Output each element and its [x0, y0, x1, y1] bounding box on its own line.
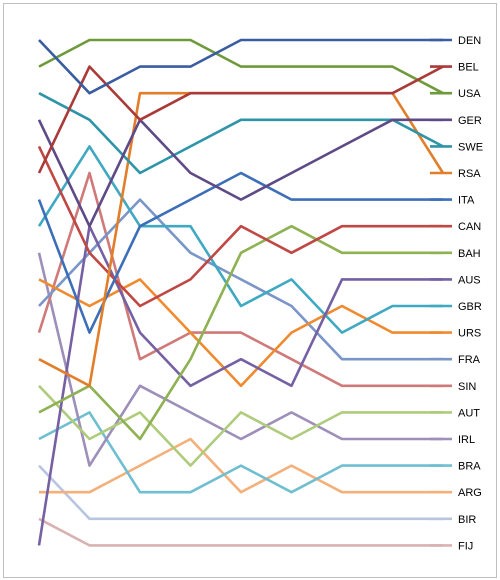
legend-item-swe: SWE: [430, 141, 483, 153]
legend-item-aut: AUT: [430, 407, 480, 419]
series-line-swe: [38, 92, 444, 175]
legend-label: FIJ: [458, 540, 473, 552]
series-line-aus: [37, 224, 443, 546]
series-lines: [37, 38, 445, 547]
legend-label: BAH: [458, 248, 481, 260]
series-line-aut: [38, 384, 443, 467]
legend-item-gbr: GBR: [430, 301, 482, 313]
legend-label: BIR: [458, 514, 476, 526]
series-line-usa: [38, 38, 444, 95]
legend-item-aus: AUS: [430, 274, 481, 286]
legend-label: ITA: [458, 195, 475, 207]
legend-label: RSA: [458, 168, 481, 180]
legend-item-ger: GER: [430, 115, 482, 127]
legend-item-bah: BAH: [430, 248, 481, 260]
series-line-can: [37, 145, 443, 308]
legend-item-arg: ARG: [430, 487, 482, 499]
legend-label: GER: [458, 115, 482, 127]
legend-label: USA: [458, 88, 481, 100]
legend-item-usa: USA: [430, 88, 481, 100]
series-line-arg: [39, 437, 443, 494]
series-line-bah: [38, 224, 443, 441]
legend-label: GBR: [458, 301, 482, 313]
series-line-bra: [38, 411, 443, 494]
legend-label: SWE: [458, 141, 483, 153]
legend-item-irl: IRL: [430, 434, 475, 446]
legend-item-fij: FIJ: [430, 540, 473, 552]
legend-item-urs: URS: [430, 328, 481, 340]
legend-label: ARG: [458, 487, 482, 499]
legend-item-fra: FRA: [430, 354, 481, 366]
legend-item-bel: BEL: [430, 62, 479, 74]
legend-item-den: DEN: [430, 35, 481, 47]
series-line-ita: [37, 171, 443, 334]
series-line-ger: [37, 118, 443, 228]
legend-label: SIN: [458, 381, 476, 393]
legend-label: BEL: [458, 62, 479, 74]
series-line-rsa: [38, 91, 445, 388]
legend-item-bir: BIR: [430, 514, 476, 526]
legend-label: DEN: [458, 35, 481, 47]
chart-frame: [3, 3, 497, 578]
series-line-bir: [38, 464, 443, 521]
legend: DEN BEL USA GER SWE RSA ITA CAN BAH AUS GBR URS FRA S…: [430, 35, 483, 552]
legend-item-bra: BRA: [430, 461, 481, 473]
legend-label: AUS: [458, 274, 481, 286]
legend-item-can: CAN: [430, 221, 481, 233]
legend-label: URS: [458, 328, 481, 340]
legend-label: BRA: [458, 461, 481, 473]
series-line-den: [38, 38, 443, 95]
legend-label: CAN: [458, 221, 481, 233]
legend-label: IRL: [458, 434, 475, 446]
legend-item-sin: SIN: [430, 381, 476, 393]
legend-item-ita: ITA: [430, 195, 475, 207]
series-line-irl: [37, 252, 443, 467]
legend-label: AUT: [458, 407, 480, 419]
legend-item-rsa: RSA: [430, 168, 481, 180]
series-line-fra: [38, 198, 443, 361]
legend-label: FRA: [458, 354, 481, 366]
series-line-gbr: [37, 145, 443, 334]
series-line-fij: [38, 517, 443, 547]
